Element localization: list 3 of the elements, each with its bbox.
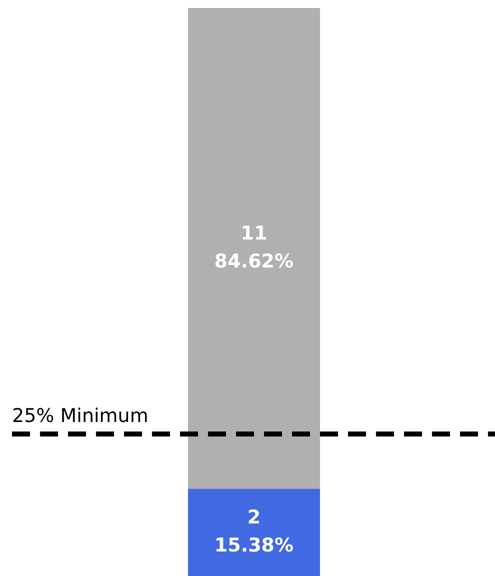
ref-line-label: 25% Minimum — [12, 405, 148, 427]
data-label: 11 84.62% — [214, 222, 294, 273]
data-label: 2 15.38% — [214, 506, 294, 557]
